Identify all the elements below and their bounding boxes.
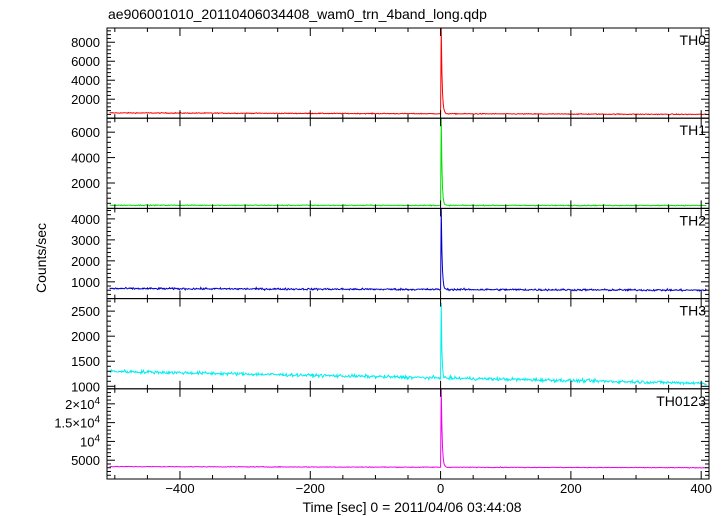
panel-th0123: 5000 104 1.5×104 2×104 TH0123 — [54, 388, 710, 480]
series-line-th0123 — [109, 388, 707, 469]
y-axis-label: Counts/sec — [33, 223, 49, 293]
panel-frame — [106, 298, 710, 390]
y-tick-label: 2500 — [71, 304, 100, 319]
panel-frame — [106, 27, 710, 119]
chart-title: ae906001010_20110406034408_wam0_trn_4ban… — [108, 6, 487, 22]
y-tick-label: 2000 — [71, 176, 100, 191]
y-tick-label: 6000 — [71, 54, 100, 69]
y-tick-label: 4000 — [71, 151, 100, 166]
series-line-th0 — [109, 27, 707, 116]
x-axis: −400 −200 0 200 400 — [165, 481, 712, 496]
panel-label-th0123: TH0123 — [656, 393, 706, 409]
panel-th0: 2000 4000 6000 8000 TH0 — [71, 27, 710, 119]
y-tick-label: 4000 — [71, 73, 100, 88]
panel-label-th1: TH1 — [680, 122, 707, 138]
y-tick-label: 2×104 — [65, 396, 100, 412]
x-tick-label: 200 — [560, 481, 582, 496]
x-tick-label: 0 — [437, 481, 444, 496]
y-tick-label: 4000 — [71, 212, 100, 227]
y-tick-label: 2000 — [71, 329, 100, 344]
y-tick-label: 8000 — [71, 35, 100, 50]
y-tick-label: 104 — [80, 433, 100, 449]
x-tick-label: 400 — [690, 481, 712, 496]
y-tick-label: 1.5×104 — [54, 415, 100, 431]
series-line-th3 — [109, 302, 707, 386]
panel-th1: 2000 4000 6000 TH1 — [71, 117, 710, 209]
panel-th3: 1000 1500 2000 2500 TH3 — [71, 298, 710, 394]
y-tick-label: 1000 — [71, 275, 100, 290]
y-tick-label: 1500 — [71, 354, 100, 369]
panel-label-th0: TH0 — [680, 32, 707, 48]
panel-frame — [106, 117, 710, 209]
panel-label-th3: TH3 — [680, 303, 707, 319]
series-line-th1 — [109, 118, 707, 207]
y-tick-label: 6000 — [71, 125, 100, 140]
panel-frame — [106, 388, 710, 480]
chart-panels: 2000 4000 6000 8000 TH0 2000 4000 6000 TH1 1000 20… — [54, 27, 710, 480]
y-tick-label: 3000 — [71, 233, 100, 248]
panel-th2: 1000 2000 3000 4000 TH2 — [71, 207, 710, 300]
y-tick-label: 5000 — [71, 453, 100, 468]
y-tick-label: 1000 — [71, 379, 100, 394]
x-tick-label: −200 — [296, 481, 325, 496]
x-tick-label: −400 — [165, 481, 194, 496]
panel-label-th2: TH2 — [680, 212, 707, 228]
y-tick-label: 2000 — [71, 254, 100, 269]
panel-frame — [106, 207, 710, 300]
y-tick-label: 2000 — [71, 92, 100, 107]
x-axis-label: Time [sec] 0 = 2011/04/06 03:44:08 — [302, 499, 521, 515]
series-line-th2 — [109, 208, 707, 292]
